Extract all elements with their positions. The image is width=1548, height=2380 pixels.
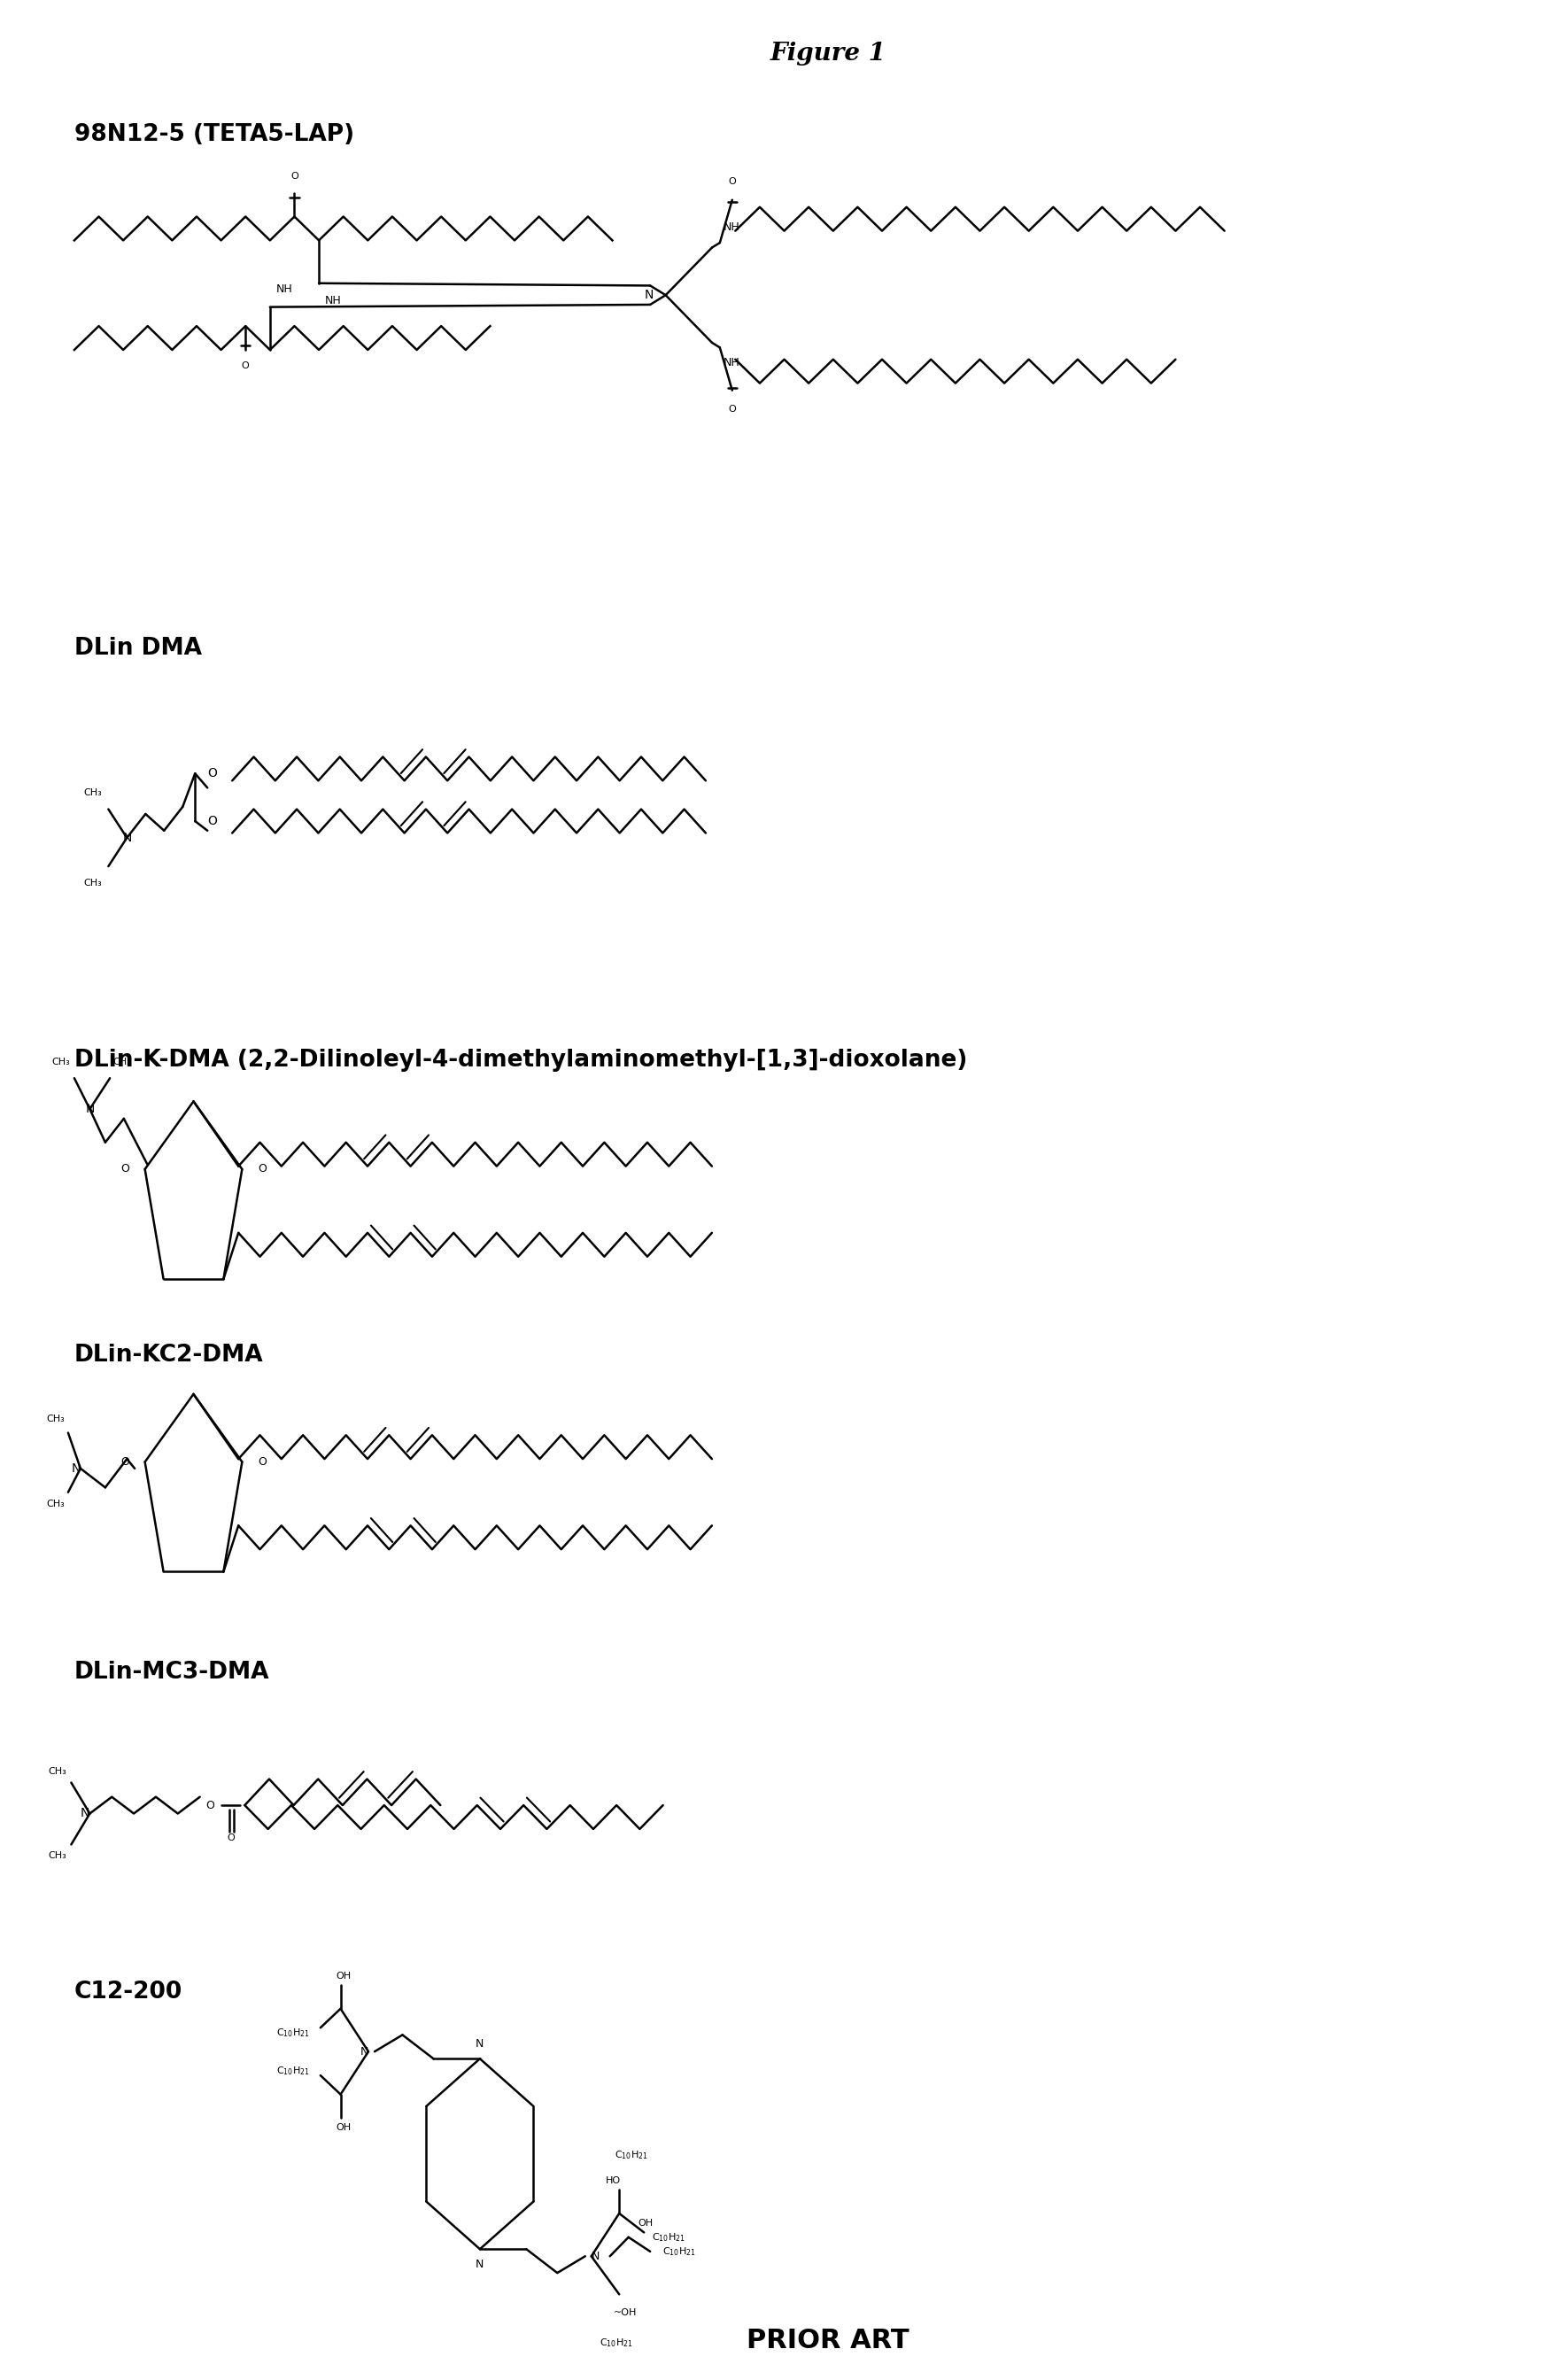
Text: NH: NH <box>325 295 342 307</box>
Text: NH: NH <box>723 357 740 369</box>
Text: C$_{10}$H$_{21}$: C$_{10}$H$_{21}$ <box>663 2244 697 2259</box>
Text: CH₃: CH₃ <box>46 1414 65 1423</box>
Text: O: O <box>121 1457 130 1468</box>
Text: O: O <box>207 814 217 828</box>
Text: N: N <box>475 2259 485 2271</box>
Text: CH₃: CH₃ <box>113 1057 132 1066</box>
Text: ~OH: ~OH <box>613 2309 638 2318</box>
Text: O: O <box>228 1833 235 1842</box>
Text: N: N <box>591 2251 599 2261</box>
Text: NH: NH <box>276 283 293 295</box>
Text: N: N <box>80 1806 90 1821</box>
Text: C$_{10}$H$_{21}$: C$_{10}$H$_{21}$ <box>652 2230 686 2244</box>
Text: O: O <box>257 1164 266 1176</box>
Text: CH₃: CH₃ <box>51 1057 70 1066</box>
Text: C$_{10}$H$_{21}$: C$_{10}$H$_{21}$ <box>276 2063 310 2078</box>
Text: CH₃: CH₃ <box>46 1499 65 1509</box>
Text: Figure 1: Figure 1 <box>771 40 885 67</box>
Text: N: N <box>475 2037 485 2049</box>
Text: C12-200: C12-200 <box>74 1980 183 2004</box>
Text: DLin-MC3-DMA: DLin-MC3-DMA <box>74 1661 269 1683</box>
Text: O: O <box>728 405 737 414</box>
Text: C$_{10}$H$_{21}$: C$_{10}$H$_{21}$ <box>599 2337 633 2349</box>
Text: O: O <box>241 362 249 371</box>
Text: HO: HO <box>605 2175 621 2185</box>
Text: O: O <box>257 1457 266 1468</box>
Text: N: N <box>71 1461 80 1476</box>
Text: CH₃: CH₃ <box>84 878 102 888</box>
Text: OH: OH <box>336 1971 351 1980</box>
Text: DLin-KC2-DMA: DLin-KC2-DMA <box>74 1345 263 1366</box>
Text: NH: NH <box>723 221 740 233</box>
Text: N: N <box>122 831 132 845</box>
Text: N: N <box>644 288 653 302</box>
Text: PRIOR ART: PRIOR ART <box>746 2328 910 2354</box>
Text: CH₃: CH₃ <box>48 1766 67 1775</box>
Text: OH: OH <box>638 2218 653 2228</box>
Text: DLin DMA: DLin DMA <box>74 638 201 659</box>
Text: O: O <box>728 176 737 186</box>
Text: C$_{10}$H$_{21}$: C$_{10}$H$_{21}$ <box>615 2149 649 2161</box>
Text: O: O <box>207 766 217 781</box>
Text: N: N <box>361 2047 368 2056</box>
Text: N: N <box>85 1102 94 1116</box>
Text: 98N12-5 (TETA5-LAP): 98N12-5 (TETA5-LAP) <box>74 124 354 145</box>
Text: CH₃: CH₃ <box>48 1852 67 1861</box>
Text: CH₃: CH₃ <box>84 788 102 797</box>
Text: OH: OH <box>336 2123 351 2132</box>
Text: C$_{10}$H$_{21}$: C$_{10}$H$_{21}$ <box>276 2025 310 2040</box>
Text: O: O <box>121 1164 130 1176</box>
Text: O: O <box>291 171 299 181</box>
Text: O: O <box>206 1799 215 1811</box>
Text: DLin-K-DMA (2,2-Dilinoleyl-4-dimethylaminomethyl-[1,3]-dioxolane): DLin-K-DMA (2,2-Dilinoleyl-4-dimethylami… <box>74 1050 968 1071</box>
